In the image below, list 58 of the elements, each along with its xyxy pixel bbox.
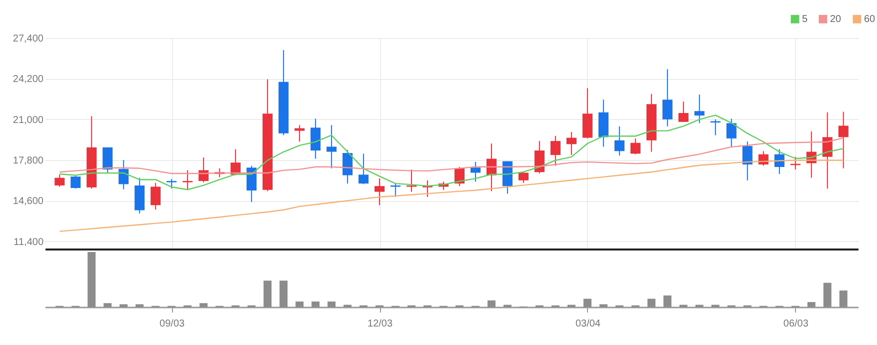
candlestick xyxy=(118,160,129,190)
y-tick-label: 24,200 xyxy=(12,74,44,86)
bar xyxy=(136,304,144,307)
bar xyxy=(487,300,496,307)
legend-label: 20 xyxy=(830,14,842,26)
candlestick xyxy=(726,118,736,148)
candlestick xyxy=(566,132,576,156)
candlestick xyxy=(678,101,688,122)
bar xyxy=(839,290,848,307)
bar xyxy=(583,298,592,307)
candlestick xyxy=(694,94,704,124)
candlestick xyxy=(310,118,321,160)
bar xyxy=(120,304,128,307)
candlestick xyxy=(166,178,177,190)
candlestick xyxy=(54,174,65,188)
candlestick xyxy=(246,165,257,202)
candlestick xyxy=(70,175,81,190)
candlestick xyxy=(470,161,480,182)
candlestick xyxy=(550,135,560,166)
candlestick xyxy=(662,68,672,127)
bar xyxy=(88,252,96,307)
bar xyxy=(200,303,208,307)
candlestick xyxy=(742,141,752,181)
y-tick-label: 21,000 xyxy=(12,114,44,126)
bar xyxy=(312,302,320,307)
legend-label: 60 xyxy=(864,14,876,26)
candlestick xyxy=(838,111,848,169)
candlestick xyxy=(534,140,544,174)
candlestick xyxy=(182,170,193,190)
bar xyxy=(264,280,272,307)
candlestick xyxy=(358,153,369,185)
bar xyxy=(104,303,112,307)
bar xyxy=(823,282,832,307)
y-tick-label: 17,800 xyxy=(12,156,44,167)
legend-label: 5 xyxy=(802,14,808,26)
bar xyxy=(280,280,288,307)
candlestick xyxy=(150,182,161,210)
candlestick xyxy=(630,138,640,155)
line-series xyxy=(59,114,844,190)
x-tick-label: 12/03 xyxy=(368,318,393,330)
candlestick xyxy=(198,156,209,183)
y-tick-label: 11,400 xyxy=(14,236,44,248)
bar xyxy=(599,304,608,307)
y-tick-label: 27,400 xyxy=(12,34,44,44)
x-tick-label: 03/04 xyxy=(575,318,601,330)
candlestick xyxy=(294,124,305,142)
candlestick xyxy=(342,149,353,184)
candlestick xyxy=(614,126,624,156)
x-tick-label: 06/03 xyxy=(783,318,809,330)
candlestick xyxy=(374,178,385,206)
bar xyxy=(296,302,304,307)
candlestick xyxy=(326,124,337,169)
bar xyxy=(328,302,336,307)
bar xyxy=(647,298,656,307)
bar xyxy=(663,295,672,307)
y-tick-label: 14,600 xyxy=(12,196,44,208)
x-tick-label: 09/03 xyxy=(160,318,186,330)
bar xyxy=(807,302,816,307)
